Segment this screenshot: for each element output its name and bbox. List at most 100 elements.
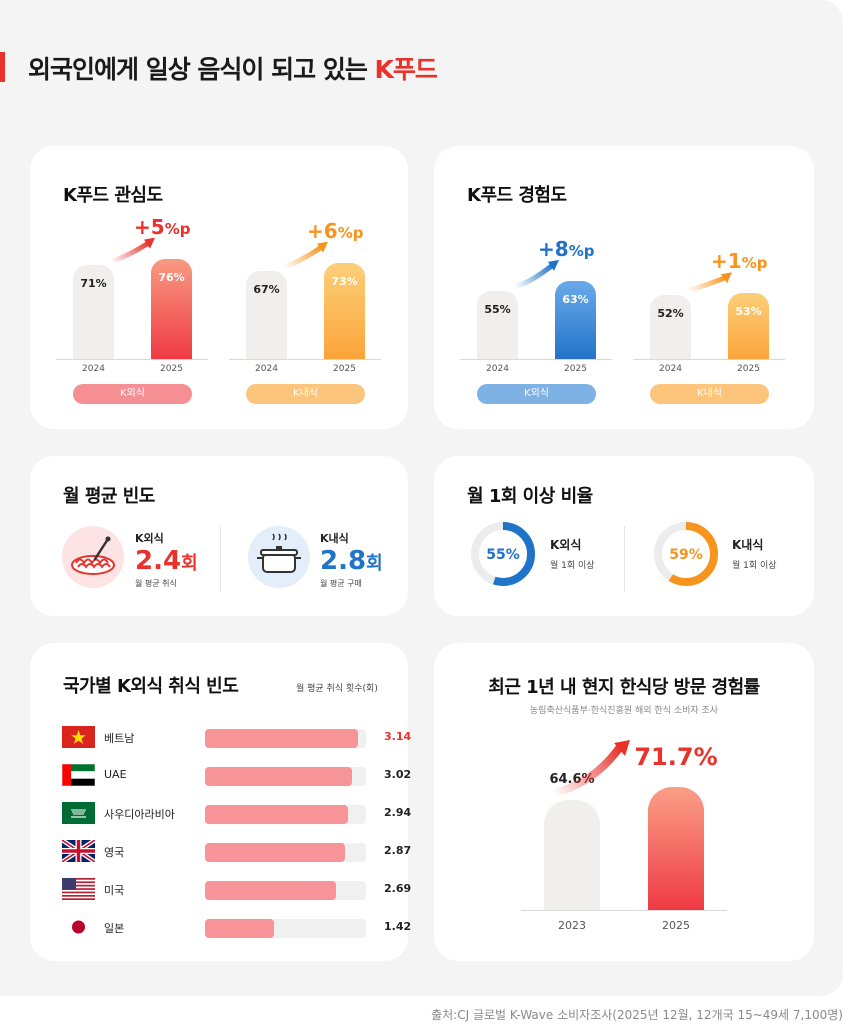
visit-card: 최근 1년 내 현지 한식당 방문 경험률 농림축산식품부·한식진흥원 해외 한…	[434, 643, 814, 961]
bar-value-label: 76%	[158, 270, 185, 284]
visit-baseline	[521, 910, 727, 911]
vietnam-flag-icon	[62, 726, 95, 748]
category-pill: K외식	[73, 384, 192, 404]
frequency-divider	[220, 526, 221, 592]
delta-label: +6%p	[307, 218, 364, 243]
country-bar	[205, 843, 346, 862]
country-name: 미국	[104, 884, 125, 897]
bar-value-label: 67%	[253, 282, 280, 296]
donut-value-label: 59%	[669, 547, 703, 563]
ratio-label-outdining: K외식	[550, 538, 582, 552]
year-tick-label: 2024	[659, 364, 682, 374]
bar-value-label: 73%	[331, 274, 358, 288]
country-card: 국가별 K외식 취식 빈도 월 평균 취식 횟수(회) 베트남 3.14 UAE 3.…	[30, 643, 411, 961]
country-row: 사우디아라비아 2.94	[62, 802, 412, 826]
country-row: 일본 1.42	[62, 916, 412, 940]
visit-subtitle: 농림축산식품부·한식진흥원 해외 한식 소비자 조사	[529, 706, 719, 716]
country-bar-track	[205, 767, 366, 786]
bar	[477, 290, 518, 359]
ratio-label-homedining: K내식	[732, 538, 764, 552]
bar-value-label: 55%	[484, 302, 511, 316]
year-tick-label: 2024	[82, 364, 105, 374]
visit-value-label: 71.7%	[634, 743, 718, 772]
country-name: 베트남	[104, 732, 135, 745]
year-tick-label: 2025	[160, 364, 183, 374]
ratio-card: 월 1회 이상 비율 55% 59% K외식 월 1회 이상 K내식 월 1회 이…	[434, 456, 814, 616]
ratio-donuts: 55% 59%	[471, 522, 718, 586]
year-tick-label: 2025	[333, 364, 356, 374]
visit-trend-arrow	[550, 740, 630, 797]
saudi-flag-icon	[62, 802, 95, 824]
title-accent-bar	[0, 52, 5, 82]
bar-baseline	[56, 359, 208, 360]
freq-value-outdining: 2.4회	[135, 546, 198, 576]
country-name: 일본	[104, 922, 125, 935]
country-name: 사우디아라비아	[104, 808, 175, 821]
bar-value-label: 52%	[657, 306, 684, 320]
freq-label-outdining: K외식	[135, 532, 164, 545]
frequency-card: 월 평균 빈도 K외식 2.4회 월 평균 취식 K내식 2.8회 월 평균 구…	[30, 456, 408, 616]
bar	[151, 258, 192, 359]
country-bar	[205, 881, 337, 900]
country-value: 2.69	[384, 882, 412, 895]
visit-title: 최근 1년 내 현지 한식당 방문 경험률	[488, 677, 760, 698]
freq-note-homedining: 월 평균 구매	[320, 579, 362, 588]
bar-baseline	[633, 359, 785, 360]
year-tick-label: 2024	[255, 364, 278, 374]
bar-value-label: 53%	[735, 305, 762, 319]
country-bar-track	[205, 843, 366, 862]
trend-arrow	[685, 272, 732, 294]
delta-label: +8%p	[538, 236, 595, 261]
bar	[650, 294, 691, 359]
category-pill: K내식	[650, 384, 769, 404]
country-value: 2.94	[384, 806, 412, 819]
year-tick-label: 2024	[486, 364, 509, 374]
country-bar	[205, 805, 349, 824]
frequency-title: 월 평균 빈도	[63, 486, 155, 507]
country-title: 국가별 K외식 취식 빈도	[63, 676, 239, 697]
country-value: 2.87	[384, 844, 412, 857]
visit-year-label: 2023	[558, 919, 586, 932]
country-value: 3.02	[384, 768, 412, 781]
category-pill: K외식	[477, 384, 596, 404]
country-bar-track	[205, 881, 366, 900]
country-row: UAE 3.02	[62, 764, 412, 788]
visit-bar	[544, 799, 600, 910]
category-pill: K내식	[246, 384, 365, 404]
country-row: 영국 2.87	[62, 840, 412, 864]
donut-value-label: 55%	[486, 547, 520, 563]
usa-flag-icon	[62, 878, 95, 900]
country-bar	[205, 729, 359, 748]
ratio-note-homedining: 월 1회 이상	[732, 561, 777, 571]
year-tick-label: 2025	[737, 364, 760, 374]
bar	[324, 262, 365, 359]
experience-title: K푸드 경험도	[467, 185, 567, 206]
country-name: 영국	[104, 846, 125, 859]
ratio-title: 월 1회 이상 비율	[467, 486, 593, 507]
country-value: 1.42	[384, 920, 412, 933]
delta-label: +5%p	[134, 214, 191, 239]
donut-arc	[471, 522, 535, 586]
bar	[73, 265, 114, 359]
bar-value-label: 63%	[562, 292, 589, 306]
ratio-note-outdining: 월 1회 이상	[550, 561, 595, 571]
page-title: 외국인에게 일상 음식이 되고 있는 K푸드	[28, 55, 438, 84]
country-bar	[205, 767, 353, 786]
bar	[728, 293, 769, 359]
country-name: UAE	[104, 768, 127, 781]
freq-value-homedining: 2.8회	[320, 546, 383, 576]
country-unit-note: 월 평균 취식 횟수(회)	[296, 684, 378, 694]
donut-arc	[654, 522, 718, 586]
visit-year-label: 2025	[662, 919, 690, 932]
spaghetti-icon	[62, 526, 124, 588]
japan-flag-icon	[62, 916, 95, 938]
year-tick-label: 2025	[564, 364, 587, 374]
country-bar-track	[205, 729, 366, 748]
visit-bar	[648, 787, 704, 910]
bar-baseline	[229, 359, 381, 360]
country-row: 미국 2.69	[62, 878, 412, 902]
uk-flag-icon	[62, 840, 95, 862]
bar	[555, 280, 596, 359]
country-bar-track	[205, 919, 366, 938]
experience-card: K푸드 경험도 55% 2024 63% 2025 +8%p K외식 52% 2024 53% 2…	[434, 146, 814, 429]
